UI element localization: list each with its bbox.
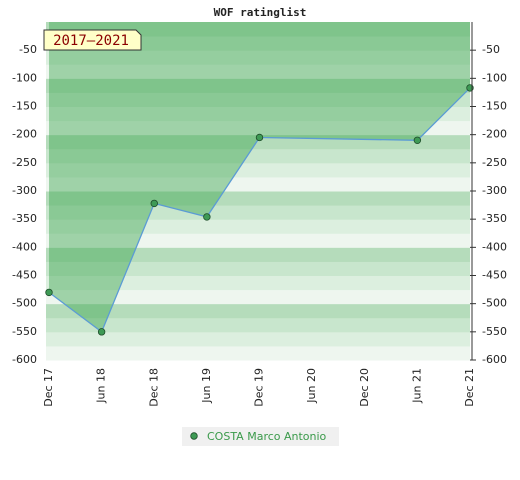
data-point bbox=[45, 288, 53, 297]
series-area bbox=[49, 22, 470, 332]
y-tick-label-right: -200 bbox=[482, 128, 507, 141]
y-tick-label-right: -400 bbox=[482, 240, 507, 253]
y-tick-label-right: -350 bbox=[482, 212, 507, 225]
y-tick-label: -600 bbox=[12, 353, 37, 366]
x-tick-label: Dec 20 bbox=[358, 368, 371, 407]
legend bbox=[182, 427, 339, 446]
y-tick-label: -350 bbox=[12, 212, 37, 225]
period-label: 2017–2021 bbox=[53, 33, 129, 49]
x-tick-label: Dec 19 bbox=[253, 368, 266, 407]
data-point bbox=[413, 136, 422, 144]
x-tick-label: Jun 21 bbox=[410, 368, 423, 404]
y-tick-label: -550 bbox=[12, 325, 37, 338]
data-point bbox=[97, 328, 106, 336]
data-point bbox=[255, 133, 264, 142]
y-tick-label-right: -50 bbox=[482, 43, 500, 56]
y-tick-label: -400 bbox=[12, 240, 37, 253]
y-tick-label: -150 bbox=[12, 100, 37, 113]
y-tick-label: -200 bbox=[12, 128, 37, 141]
y-tick-label-right: -550 bbox=[482, 325, 507, 338]
y-tick-label-right: -600 bbox=[482, 353, 507, 366]
data-point bbox=[150, 199, 158, 208]
y-tick-label: -500 bbox=[12, 297, 37, 310]
y-tick-label: -250 bbox=[12, 156, 37, 169]
x-tick-label: Jun 19 bbox=[200, 368, 213, 404]
y-tick-label-right: -250 bbox=[482, 156, 507, 169]
y-tick-label-right: -450 bbox=[482, 269, 507, 282]
x-tick-label: Dec 21 bbox=[463, 368, 476, 407]
x-tick-label: Dec 18 bbox=[147, 368, 160, 407]
period-badge: 2017–2021 bbox=[43, 29, 142, 51]
legend-label: COSTA Marco Antonio bbox=[207, 430, 327, 443]
y-tick-label-right: -100 bbox=[482, 71, 507, 84]
y-tick-label: -100 bbox=[12, 71, 37, 84]
x-tick-label: Dec 17 bbox=[42, 368, 55, 407]
x-tick-label: Jun 18 bbox=[95, 368, 108, 404]
y-tick-label: -300 bbox=[12, 184, 37, 197]
y-tick-label: -450 bbox=[12, 269, 37, 282]
y-tick-label: -50 bbox=[19, 43, 37, 56]
y-tick-label-right: -300 bbox=[482, 184, 507, 197]
chart-title: WOF ratinglist bbox=[214, 6, 307, 19]
plot bbox=[45, 22, 474, 336]
legend-marker bbox=[190, 432, 198, 440]
y-tick-label-right: -500 bbox=[482, 297, 507, 310]
data-point bbox=[203, 213, 211, 221]
x-tick-label: Jun 20 bbox=[305, 368, 318, 404]
plot-background bbox=[46, 22, 470, 361]
y-tick-label-right: -150 bbox=[482, 100, 507, 113]
